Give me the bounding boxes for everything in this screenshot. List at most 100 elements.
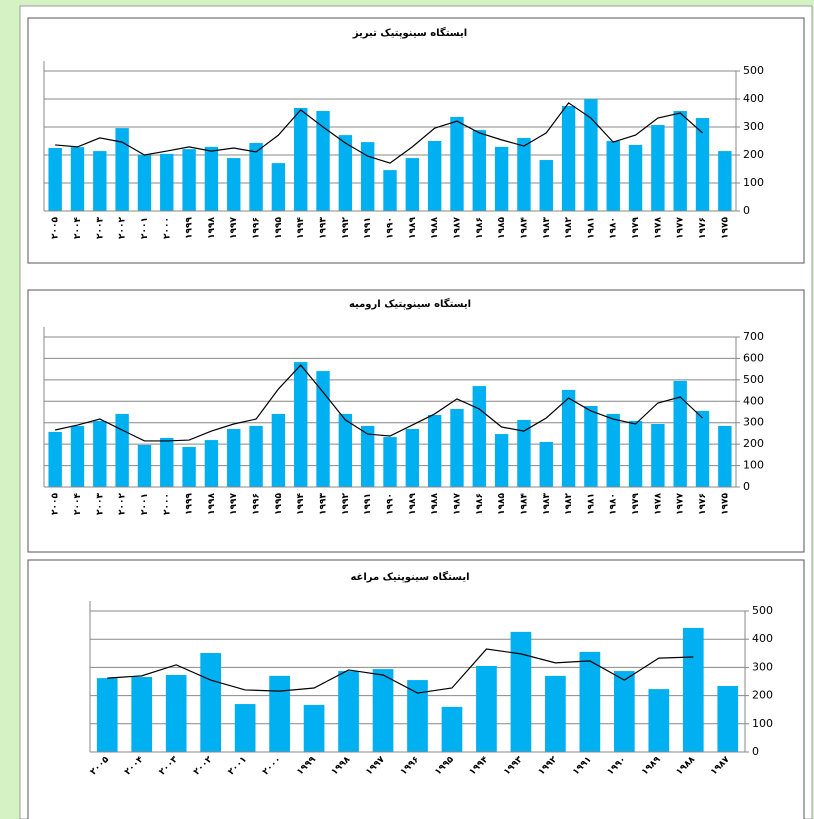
trend-line [55,364,703,442]
x-tick-label: ۱۹۸۱ [586,493,596,515]
y-tick-label: 200 [752,689,773,702]
x-tick-label: ۲۰۰۲ [118,217,128,239]
x-tick-label: ۱۹۷۶ [698,493,708,515]
y-tick-label: 200 [743,437,764,450]
bar [682,627,704,752]
x-tick-label: ۱۹۸۰ [609,493,619,515]
bar [545,675,566,752]
bar [628,421,643,487]
bar [96,678,118,752]
bar [539,442,553,487]
bar [227,428,241,487]
bar [510,631,532,752]
x-tick-label: ۱۹۹۷ [229,217,239,239]
x-tick-label: ۱۹۸۸ [430,217,440,239]
x-tick-label: ۲۰۰۵ [51,493,61,515]
x-tick-label: ۱۹۸۴ [519,217,529,239]
bar [48,431,62,487]
x-tick-label: ۲۰۰۰ [162,217,172,239]
y-tick-label: 500 [743,64,764,77]
x-tick-label: ۱۹۹۱ [363,217,373,239]
bar [427,141,442,211]
bar [338,135,353,211]
bar [204,440,219,487]
bar [316,371,330,487]
bar [137,155,152,211]
bar [360,142,375,211]
bar [249,425,263,487]
x-tick-label: ۱۹۸۳ [542,217,552,239]
bar [472,130,486,211]
y-tick-label: 100 [743,459,764,472]
bar [476,665,497,752]
x-tick-label: ۱۹۹۰ [386,493,396,515]
x-tick-label: ۲۰۰۳ [95,217,105,239]
x-tick-label: ۱۹۷۷ [676,493,686,515]
bar [303,704,325,752]
x-tick-label: ۱۹۷۷ [676,217,686,239]
x-tick-label: ۲۰۰۵ [51,217,61,239]
bar [407,680,428,752]
bar [137,445,152,487]
x-tick-label: ۱۹۸۷ [452,493,462,515]
bar [539,160,553,211]
bar [494,146,509,211]
y-tick-label: 0 [752,745,759,758]
y-tick-label: 300 [743,120,764,133]
bar [115,413,129,487]
bar [494,434,509,487]
x-tick-label: ۲۰۰۲ [118,493,128,515]
bar [93,151,107,211]
bar [614,671,635,752]
bar [517,419,531,487]
bar [160,437,174,487]
x-tick-label: ۱۹۹۷ [229,493,239,515]
y-tick-label: 200 [743,148,764,161]
x-tick-label: ۲۰۰۴ [73,493,83,515]
bar [115,128,129,211]
y-tick-label: 300 [752,660,773,673]
x-tick-label: ۱۹۹۵ [274,493,284,515]
y-tick-label: 700 [743,330,764,343]
x-tick-label: ۱۹۷۵ [720,217,730,239]
x-tick-label: ۱۹۹۳ [319,217,329,239]
bar [316,111,330,211]
bar [383,437,397,487]
x-tick-label: ۱۹۸۹ [408,493,418,515]
bar [360,425,375,487]
x-tick-label: ۱۹۸۴ [519,493,529,515]
x-tick-label: ۱۹۹۴ [296,217,306,239]
bar [271,163,286,211]
y-tick-label: 400 [743,394,764,407]
bar [450,409,464,487]
bar [717,686,739,752]
bar [383,170,397,211]
bar [165,675,187,752]
bar [561,389,576,487]
x-tick-label: ۱۹۸۰ [609,217,619,239]
chart-title: ایستگاه سینوپتیک ارومیه [349,297,471,310]
x-tick-label: ۱۹۷۸ [653,217,663,239]
x-tick-label: ۱۹۹۹ [185,217,195,239]
x-tick-label: ۱۹۸۸ [430,493,440,515]
bar [405,158,420,211]
bar [93,421,107,487]
chart-title: ایستگاه سینوپتیک تبریز [352,26,467,39]
bar [606,413,620,487]
bar [182,446,196,487]
bar [718,425,732,487]
bar [338,413,353,487]
bar [579,651,601,752]
x-tick-label: ۱۹۸۲ [564,493,574,515]
x-tick-label: ۱۹۷۶ [698,217,708,239]
x-tick-label: ۲۰۰۴ [73,217,83,239]
x-tick-label: ۱۹۹۰ [386,217,396,239]
x-tick-label: ۱۹۹۳ [319,493,329,515]
x-tick-label: ۱۹۸۶ [475,493,485,515]
bar [200,653,221,752]
bar [70,147,85,211]
bar [606,141,620,211]
bar [718,151,732,211]
